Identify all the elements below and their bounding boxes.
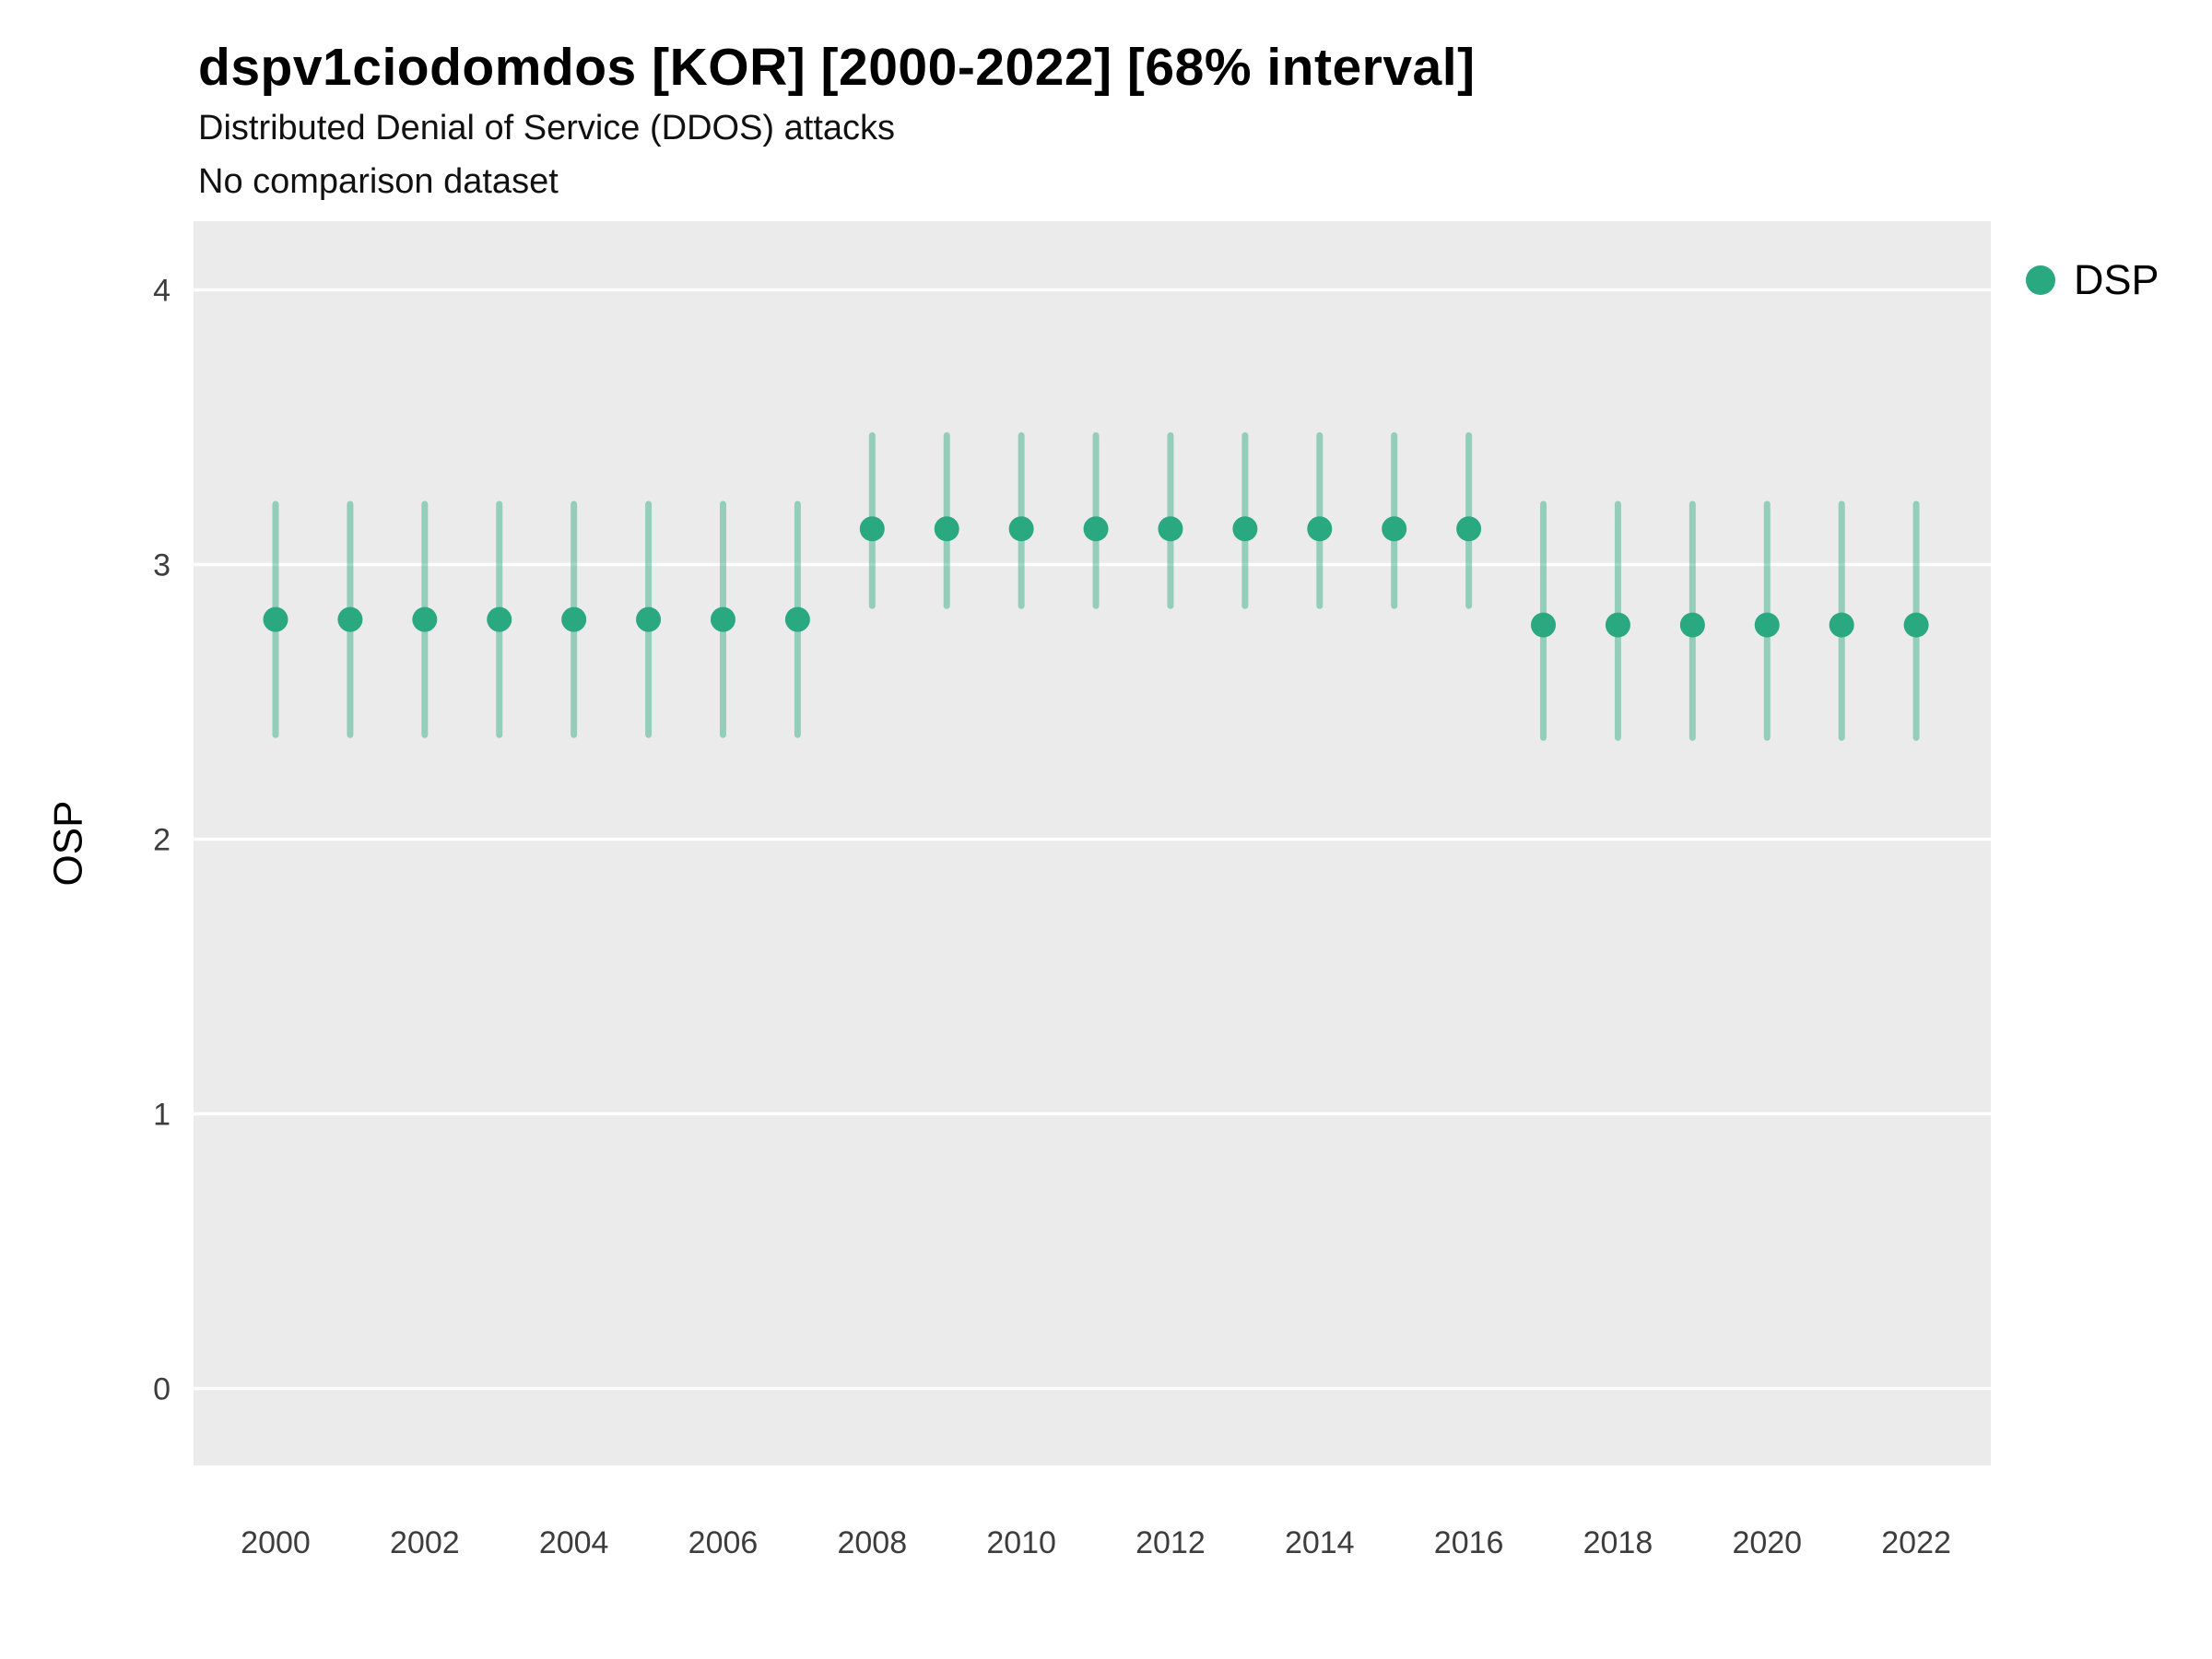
comparison-note: No comparison dataset <box>198 162 559 201</box>
data-point <box>1382 516 1407 542</box>
data-point <box>1829 612 1854 638</box>
data-point <box>561 606 587 632</box>
legend: DSP <box>2026 256 2159 304</box>
y-tick-label: 1 <box>153 1098 171 1133</box>
x-tick-label: 2022 <box>1881 1525 1951 1560</box>
data-point <box>1456 516 1482 542</box>
data-point <box>1083 516 1109 542</box>
x-tick-label: 2016 <box>1434 1525 1504 1560</box>
x-tick-label: 2006 <box>688 1525 759 1560</box>
data-point <box>1754 612 1780 638</box>
data-point <box>934 516 959 542</box>
data-point <box>1903 612 1929 638</box>
data-point <box>1008 516 1034 542</box>
data-point <box>1232 516 1258 542</box>
x-tick-label: 2004 <box>539 1525 609 1560</box>
x-tick-label: 2010 <box>986 1525 1056 1560</box>
legend-label: DSP <box>2074 256 2159 303</box>
data-point <box>263 606 288 632</box>
data-point <box>487 606 512 632</box>
dsp-legend-dot-icon <box>2026 265 2055 295</box>
data-point <box>784 606 810 632</box>
y-tick-label: 2 <box>153 823 171 858</box>
data-point <box>1158 516 1183 542</box>
data-point <box>859 516 885 542</box>
data-point <box>1679 612 1705 638</box>
x-tick-label: 2002 <box>390 1525 460 1560</box>
chart-subtitle: Distributed Denial of Service (DDOS) att… <box>198 109 896 147</box>
x-tick-label: 2018 <box>1583 1525 1653 1560</box>
data-point <box>412 606 438 632</box>
data-point <box>636 606 662 632</box>
y-tick-label: 3 <box>153 548 171 583</box>
x-tick-label: 2000 <box>241 1525 311 1560</box>
chart-title: dspv1ciodomdos [KOR] [2000-2022] [68% in… <box>198 38 1476 97</box>
y-tick-label: 0 <box>153 1372 171 1407</box>
data-point <box>1605 612 1630 638</box>
y-tick-label: 4 <box>153 274 171 309</box>
data-point <box>1307 516 1333 542</box>
data-point <box>337 606 363 632</box>
plot-panel <box>194 221 1991 1465</box>
x-tick-label: 2020 <box>1732 1525 1802 1560</box>
x-tick-label: 2012 <box>1135 1525 1206 1560</box>
data-point <box>1531 612 1557 638</box>
x-tick-label: 2008 <box>837 1525 907 1560</box>
data-point <box>710 606 735 632</box>
x-tick-label: 2014 <box>1285 1525 1355 1560</box>
